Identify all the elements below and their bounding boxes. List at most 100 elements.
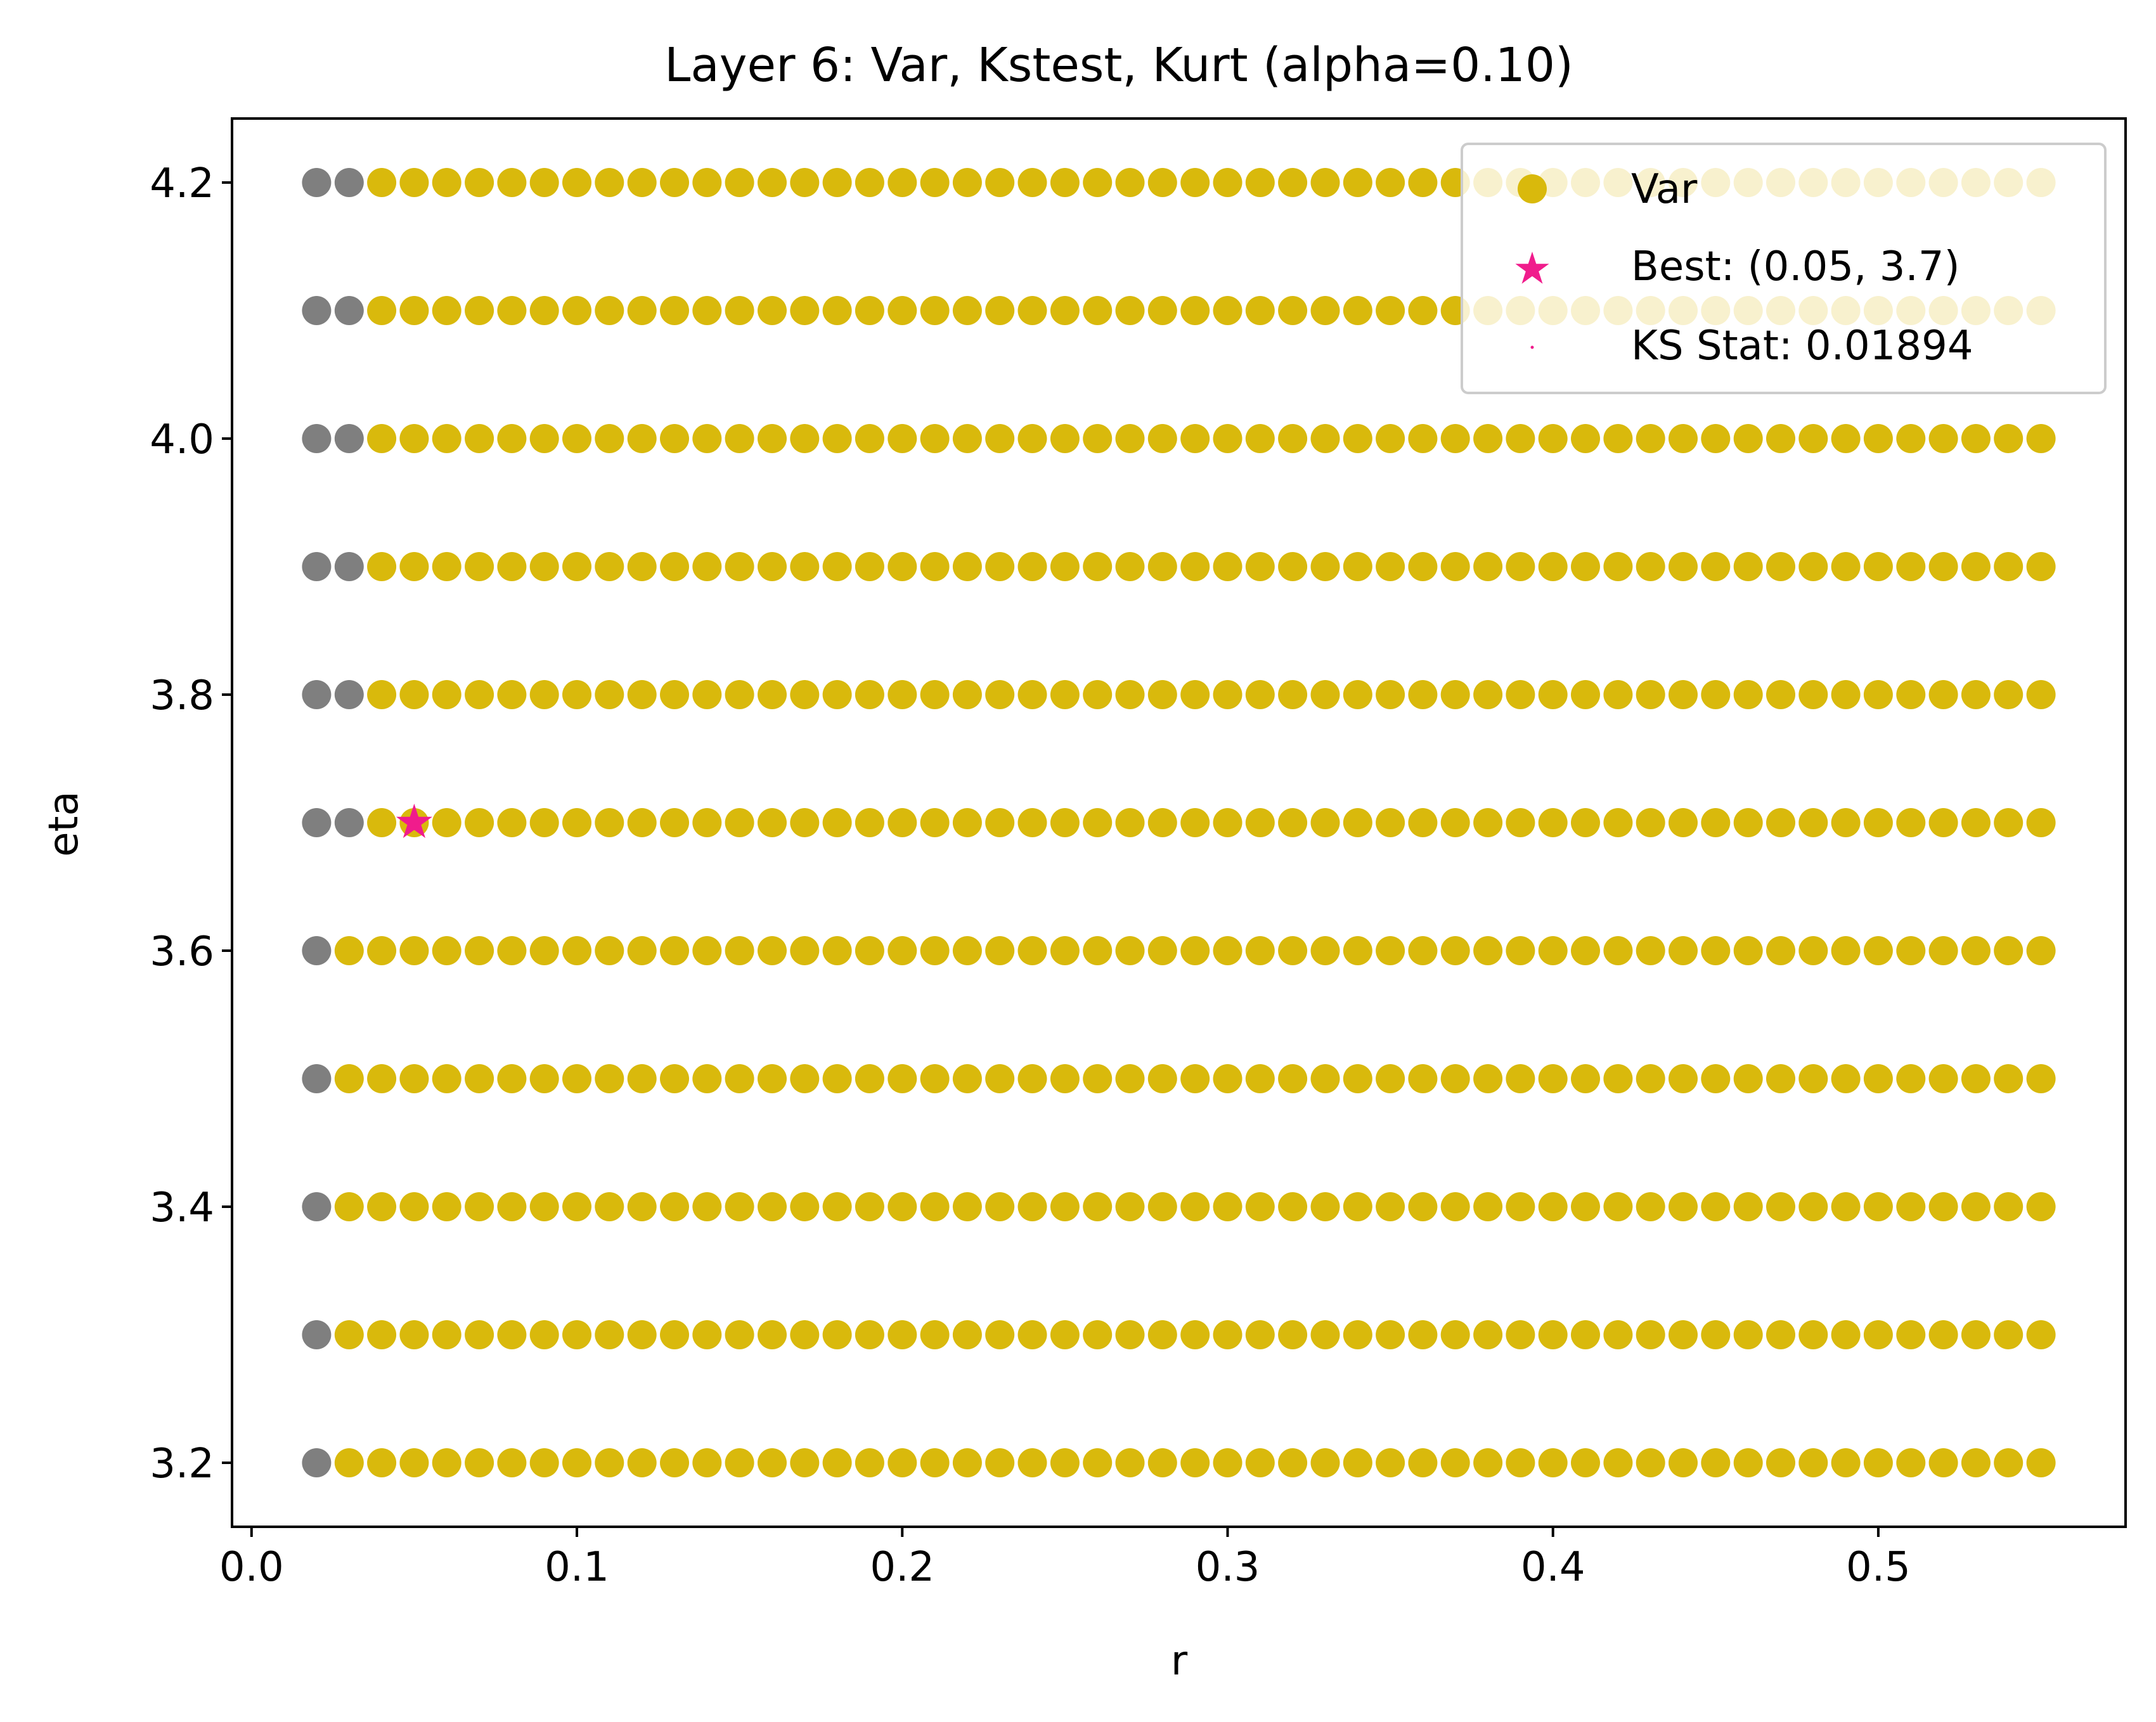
var-point [1603,680,1633,709]
var-point [334,1320,364,1349]
var-point [1147,1064,1177,1093]
var-point [1376,552,1405,581]
legend-best-label: Best: (0.05, 3.7) [1631,243,1960,290]
var-point [2026,1320,2056,1349]
var-point [1083,1320,1113,1349]
var-point [790,1192,820,1221]
var-point [1636,1448,1665,1477]
var-point [1928,1448,1958,1477]
var-point [1961,552,1991,581]
var-point [627,296,657,325]
var-point [562,1192,591,1221]
var-point [1798,936,1828,965]
var-point [465,680,494,709]
var-point [399,168,429,197]
var-point [1180,808,1210,837]
var-point [1896,1064,1926,1093]
var-point [1115,680,1145,709]
var-point [432,296,462,325]
var-point [2026,1192,2056,1221]
var-point [692,296,722,325]
var-point [855,1320,884,1349]
var-point [985,808,1015,837]
var-point [1733,1192,1763,1221]
var-point [1831,936,1861,965]
var-point [758,168,787,197]
var-point [432,1320,462,1349]
var-point [1506,1192,1535,1221]
var-point [1376,168,1405,197]
var-point [562,936,591,965]
var-point [1310,168,1340,197]
var-point [1310,1448,1340,1477]
var-point [562,552,591,581]
var-point [465,808,494,837]
var-point [1083,1448,1113,1477]
var-point [1571,1320,1600,1349]
var-point [1506,424,1535,453]
var-point [660,1192,689,1221]
var-point [1245,1064,1275,1093]
var-point [1343,808,1372,837]
var-point [822,552,852,581]
var-point [1766,552,1795,581]
var-point [1571,680,1600,709]
var-point [1278,680,1308,709]
var-point [1831,808,1861,837]
var-point [725,936,754,965]
var-point [497,552,527,581]
var-point [595,1192,624,1221]
var-point [529,936,559,965]
var-point [1506,808,1535,837]
var-point [1538,1064,1568,1093]
var-point [1669,1192,1698,1221]
var-point [1440,424,1470,453]
var-point [692,552,722,581]
var-point [1115,1192,1145,1221]
var-point [1896,808,1926,837]
var-point [985,1064,1015,1093]
var-point [1440,1448,1470,1477]
var-point [1473,552,1503,581]
var-point [627,1192,657,1221]
var-point [1636,1064,1665,1093]
var-point [1538,424,1568,453]
x-tick-label: 0.5 [1846,1544,1911,1591]
var-point [334,1448,364,1477]
var-point [1863,1192,1893,1221]
var-point [920,1192,950,1221]
var-point [1603,936,1633,965]
var-point [432,680,462,709]
var-point [660,808,689,837]
var-point [1083,1064,1113,1093]
invalid-point [302,936,332,965]
var-point [1669,1320,1698,1349]
var-point [1213,1192,1243,1221]
var-point [2026,1064,2056,1093]
var-point [497,808,527,837]
invalid-point [334,168,364,197]
var-point [1733,1448,1763,1477]
var-point [1636,680,1665,709]
var-point [1180,1064,1210,1093]
var-point [1017,424,1047,453]
var-point [529,552,559,581]
invalid-point [334,424,364,453]
var-point [1115,936,1145,965]
var-point [1571,552,1600,581]
var-point [595,296,624,325]
var-point [1245,168,1275,197]
var-point [920,680,950,709]
var-point [1083,168,1113,197]
var-point [952,1320,982,1349]
var-point [1928,552,1958,581]
var-point [1180,1320,1210,1349]
var-point [1083,680,1113,709]
var-point [1278,296,1308,325]
var-point [1506,936,1535,965]
var-point [1571,1192,1600,1221]
var-point [1376,1320,1405,1349]
var-point [1506,680,1535,709]
x-axis: 0.0 0.1 0.2 0.3 0.4 0.5 [219,1527,1911,1591]
